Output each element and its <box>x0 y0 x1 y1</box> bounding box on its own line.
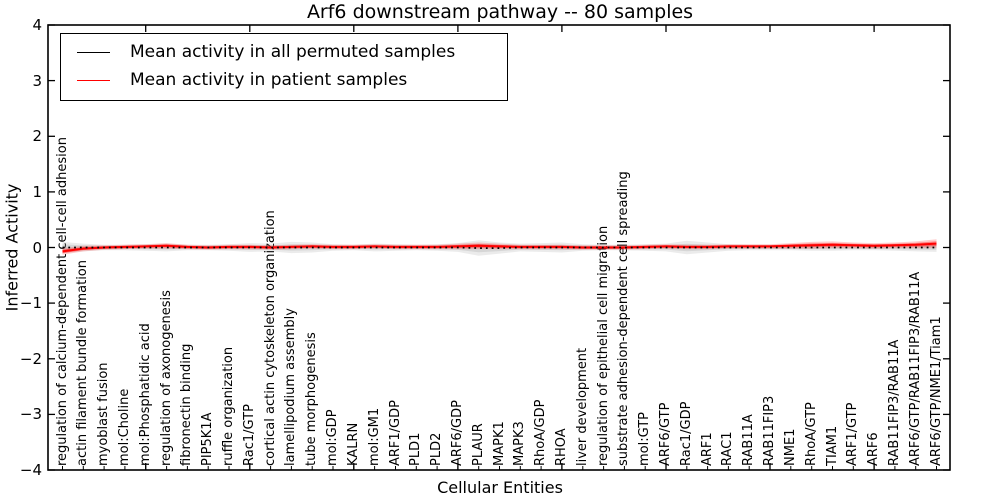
patient-line-swatch <box>77 79 110 81</box>
legend: Mean activity in all permuted samples Me… <box>60 33 508 101</box>
legend-item-patient: Mean activity in patient samples <box>61 66 507 94</box>
permuted-line-swatch <box>77 51 110 53</box>
y-tick-label: −1 <box>19 294 42 312</box>
y-tick-label: 0 <box>32 239 42 257</box>
legend-item-permuted: Mean activity in all permuted samples <box>61 38 507 66</box>
y-tick-label: −3 <box>19 405 42 423</box>
legend-label-permuted: Mean activity in all permuted samples <box>130 42 456 62</box>
x-axis-label: Cellular Entities <box>437 478 563 497</box>
y-tick-label: −4 <box>19 461 42 479</box>
y-tick-label: 1 <box>32 183 42 201</box>
y-tick-label: −2 <box>19 350 42 368</box>
y-tick-label: 3 <box>32 72 42 90</box>
y-tick-label: 2 <box>32 127 42 145</box>
legend-label-patient: Mean activity in patient samples <box>130 70 408 90</box>
y-tick-label: 4 <box>32 16 42 34</box>
chart-title: Arf6 downstream pathway -- 80 samples <box>306 1 694 23</box>
